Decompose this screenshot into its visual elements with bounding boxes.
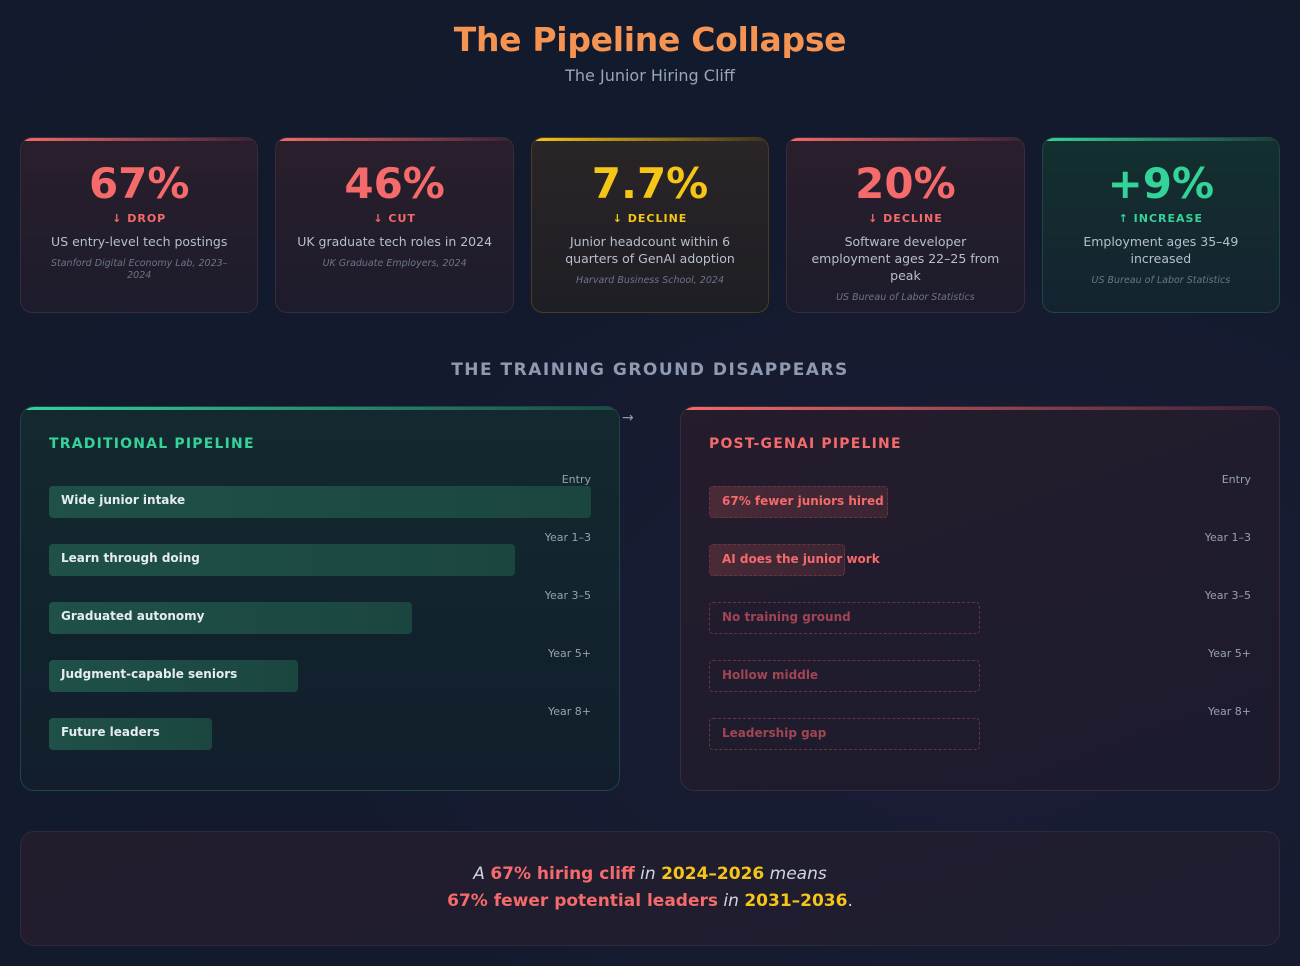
stage-label: Entry	[1221, 473, 1251, 486]
stage-label: Year 3–5	[1204, 589, 1251, 602]
stage-label: Entry	[561, 473, 591, 486]
stat-description: Junior headcount within 6 quarters of Ge…	[565, 234, 735, 266]
summary-highlight: 67% hiring cliff	[490, 864, 635, 884]
section-title: THE TRAINING GROUND DISAPPEARS	[451, 360, 849, 380]
summary-text: .	[847, 891, 853, 911]
stat-card: 67% ↓ DROP US entry-level tech postings …	[20, 137, 259, 313]
stat-direction: ↓ DECLINE	[612, 212, 688, 225]
stage-label: Year 1–3	[544, 531, 591, 544]
pipeline-bar-label: Hollow middle	[722, 668, 819, 682]
stage-label: Year 8+	[1207, 705, 1251, 718]
pipeline-bar-label: Leadership gap	[722, 726, 827, 740]
stat-source: Stanford Digital Economy Lab, 2023–2024	[50, 258, 228, 281]
pipeline-bar: Future leaders	[49, 718, 212, 750]
page-header: The Pipeline Collapse The Junior Hiring …	[0, 0, 1300, 85]
panel-title: POST-GENAI PIPELINE	[709, 436, 902, 452]
pipeline-bar: Hollow middle	[709, 660, 980, 692]
stat-description: Software developer employment ages 22–25…	[811, 234, 1000, 283]
page-title: The Pipeline Collapse	[453, 20, 847, 59]
stat-value: 20%	[855, 159, 956, 208]
pipeline-bar: Judgment-capable seniors	[49, 660, 298, 692]
post-genai-pipeline-panel: POST-GENAI PIPELINE Entry 67% fewer junio…	[680, 406, 1280, 791]
stat-value: 7.7%	[591, 159, 709, 208]
stat-direction: ↓ DROP	[112, 212, 167, 225]
summary-line: A 67% hiring cliff in 2024–2026 means	[21, 861, 1279, 888]
stat-source: Harvard Business School, 2024	[576, 275, 724, 286]
pipeline-bar-label: Wide junior intake	[61, 493, 186, 507]
stat-card: 46% ↓ CUT UK graduate tech roles in 2024…	[275, 137, 514, 313]
stat-description: UK graduate tech roles in 2024	[297, 234, 493, 249]
summary-text: means	[764, 864, 827, 884]
pipeline-bar: Wide junior intake	[49, 486, 591, 518]
summary-highlight: 67% fewer potential leaders	[447, 891, 719, 911]
stat-source: US Bureau of Labor Statistics	[836, 292, 975, 303]
summary-callout: A 67% hiring cliff in 2024–2026 means 67…	[20, 831, 1280, 946]
pipeline-bar-label: AI does the junior work	[722, 552, 880, 566]
pipeline-bar-label: Future leaders	[61, 725, 160, 739]
pipeline-bar-label: 67% fewer juniors hired	[722, 494, 884, 508]
pipeline-bar-label: Judgment-capable seniors	[61, 667, 238, 681]
stage-label: Year 1–3	[1204, 531, 1251, 544]
stat-value: 46%	[344, 159, 445, 208]
stat-description: Employment ages 35–49 increased	[1083, 234, 1239, 266]
summary-text: in	[718, 891, 745, 911]
stat-card: 7.7% ↓ DECLINE Junior headcount within 6…	[530, 137, 770, 313]
pipeline-bar-label: Graduated autonomy	[61, 609, 205, 623]
pipeline-bar: Graduated autonomy	[49, 602, 412, 634]
stage-label: Year 3–5	[544, 589, 591, 602]
summary-line: 67% fewer potential leaders in 2031–2036…	[21, 888, 1279, 915]
summary-text: A	[473, 864, 491, 884]
pipeline-bar: No training ground	[709, 602, 980, 634]
traditional-pipeline-panel: TRADITIONAL PIPELINE Entry Wide junior in…	[20, 406, 620, 791]
pipeline-bar: Leadership gap	[709, 718, 980, 750]
stat-direction: ↑ INCREASE	[1118, 212, 1203, 225]
page-subtitle: The Junior Hiring Cliff	[565, 66, 735, 85]
stat-card: +9% ↑ INCREASE Employment ages 35–49 inc…	[1041, 137, 1281, 313]
stat-source: US Bureau of Labor Statistics	[1091, 275, 1231, 286]
panel-title: TRADITIONAL PIPELINE	[49, 436, 255, 452]
arrow-right-icon: →	[622, 410, 634, 426]
pipeline-bar: 67% fewer juniors hired	[709, 486, 888, 518]
pipeline-bar-label: No training ground	[722, 610, 851, 624]
summary-highlight: 2024–2026	[661, 864, 765, 884]
stage-label: Year 8+	[547, 705, 591, 718]
stat-direction: ↓ DECLINE	[868, 212, 943, 225]
pipeline-bar: AI does the junior work	[709, 544, 880, 576]
stat-source: UK Graduate Employers, 2024	[322, 258, 467, 269]
stat-description: US entry-level tech postings	[51, 234, 228, 249]
stat-value: +9%	[1107, 159, 1215, 208]
stat-card: 20% ↓ DECLINE Software developer employm…	[786, 137, 1025, 313]
stat-value: 67%	[88, 159, 190, 208]
stat-direction: ↓ CUT	[373, 212, 416, 225]
pipeline-bar: Learn through doing	[49, 544, 515, 576]
pipeline-bar-label: Learn through doing	[61, 551, 200, 565]
stage-label: Year 5+	[547, 647, 591, 660]
summary-highlight: 2031–2036	[744, 891, 848, 911]
stage-label: Year 5+	[1207, 647, 1251, 660]
stat-cards: 67% ↓ DROP US entry-level tech postings …	[20, 137, 1281, 313]
summary-text: in	[634, 864, 662, 884]
